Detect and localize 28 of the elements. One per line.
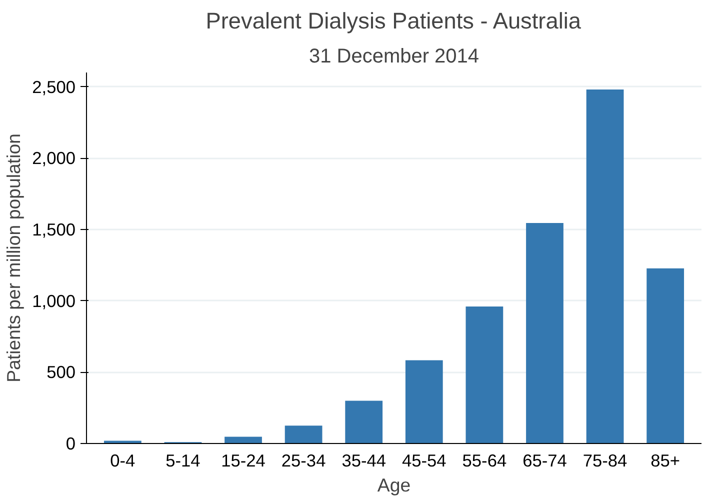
y-tick-label: 1,500 <box>32 219 76 240</box>
x-tick-label: 5-14 <box>166 450 201 470</box>
x-tick-label: 85+ <box>650 450 680 470</box>
bar <box>284 426 322 444</box>
y-tick-label: 1,000 <box>32 290 76 311</box>
x-tick-label: 45-54 <box>402 450 447 470</box>
bar <box>586 89 624 444</box>
x-tick-label: 25-34 <box>281 450 326 470</box>
y-tick-label: 2,500 <box>32 76 76 97</box>
x-axis-title: Age <box>377 474 411 496</box>
x-tick-label: 75-84 <box>582 450 628 470</box>
y-tick-label: 2,000 <box>32 148 76 168</box>
x-tick-label: 15-24 <box>221 450 266 470</box>
chart-title: Prevalent Dialysis Patients - Australia <box>206 8 582 34</box>
bar <box>405 360 443 444</box>
bar <box>526 223 564 444</box>
bar <box>224 436 262 444</box>
y-axis-title: Patients per million population <box>3 134 24 382</box>
bar <box>345 400 383 444</box>
chart-subtitle: 31 December 2014 <box>308 46 480 68</box>
x-tick-label: 65-74 <box>522 450 568 470</box>
x-tick-label: 0-4 <box>110 450 136 470</box>
x-tick-label: 35-44 <box>342 450 386 470</box>
bar <box>466 306 504 444</box>
y-tick-label: 0 <box>66 434 76 454</box>
x-tick-label: 55-64 <box>462 450 507 470</box>
bar <box>646 268 684 444</box>
y-tick-label: 500 <box>46 362 76 382</box>
